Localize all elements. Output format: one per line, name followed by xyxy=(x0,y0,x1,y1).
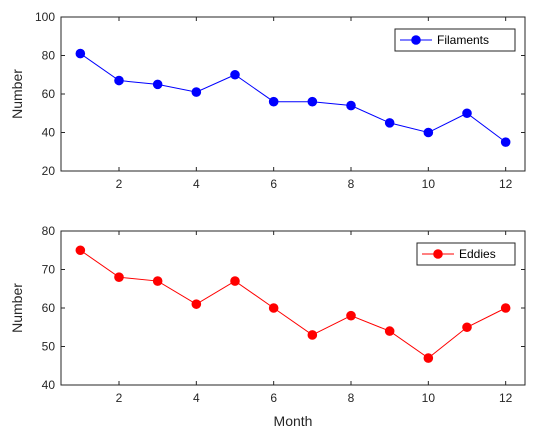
legend-marker xyxy=(411,35,421,45)
x-tick-label: 4 xyxy=(193,177,200,191)
y-tick-label: 40 xyxy=(42,126,56,140)
data-point xyxy=(114,75,124,86)
x-tick-label: 12 xyxy=(499,177,513,191)
x-tick-label: 10 xyxy=(422,391,436,405)
data-point xyxy=(423,127,434,138)
data-point xyxy=(500,137,511,147)
x-tick-label: 2 xyxy=(116,177,123,191)
y-tick-label: 100 xyxy=(35,10,55,24)
legend-box xyxy=(394,28,516,52)
data-point xyxy=(462,108,472,119)
data-point xyxy=(268,96,279,107)
data-point xyxy=(346,100,356,111)
data-point xyxy=(268,303,279,313)
y-tick-label: 50 xyxy=(42,340,56,354)
y-tick-label: 70 xyxy=(42,263,56,277)
y-tick-label: 40 xyxy=(42,378,56,392)
x-tick-label: 8 xyxy=(348,177,355,191)
y-tick-label: 60 xyxy=(42,301,56,315)
filaments-chart: 2 4 6 8 10 12 20 40 60 80 100 Number Filaments xyxy=(9,10,526,191)
data-point xyxy=(191,299,202,309)
y-axis-title: Number xyxy=(9,283,25,333)
data-point xyxy=(462,322,472,333)
legend-marker xyxy=(433,249,443,259)
eddies-chart: 2 4 6 8 10 12 40 50 60 70 80 Number Month Eddies xyxy=(9,224,526,429)
y-tick-label: 80 xyxy=(42,224,56,238)
y-tick-label: 20 xyxy=(42,164,56,178)
data-point xyxy=(307,330,318,340)
legend-label: Eddies xyxy=(459,247,496,261)
data-point xyxy=(423,353,434,363)
data-point xyxy=(230,276,240,286)
data-point xyxy=(384,326,395,336)
data-point xyxy=(384,118,395,128)
data-point xyxy=(152,79,163,90)
x-tick-label: 6 xyxy=(270,391,277,405)
data-point xyxy=(152,276,163,286)
y-axis-title: Number xyxy=(9,69,25,119)
data-point xyxy=(114,272,124,283)
data-point xyxy=(346,310,356,321)
x-tick-label: 6 xyxy=(270,177,277,191)
x-tick-label: 10 xyxy=(422,177,436,191)
data-point xyxy=(191,87,202,97)
legend-box xyxy=(416,242,516,266)
legend-label: Filaments xyxy=(437,33,489,47)
data-point xyxy=(307,96,318,107)
y-tick-label: 60 xyxy=(42,87,56,101)
x-tick-label: 12 xyxy=(499,391,513,405)
data-point xyxy=(75,245,86,256)
x-tick-label: 8 xyxy=(348,391,355,405)
y-tick-label: 80 xyxy=(42,49,56,63)
data-point xyxy=(75,48,86,59)
data-point xyxy=(500,303,511,313)
series-line xyxy=(80,53,506,143)
series-line xyxy=(80,249,506,359)
x-tick-label: 2 xyxy=(116,391,123,405)
x-axis-title: Month xyxy=(274,413,313,429)
x-tick-label: 4 xyxy=(193,391,200,405)
data-point xyxy=(230,69,240,80)
